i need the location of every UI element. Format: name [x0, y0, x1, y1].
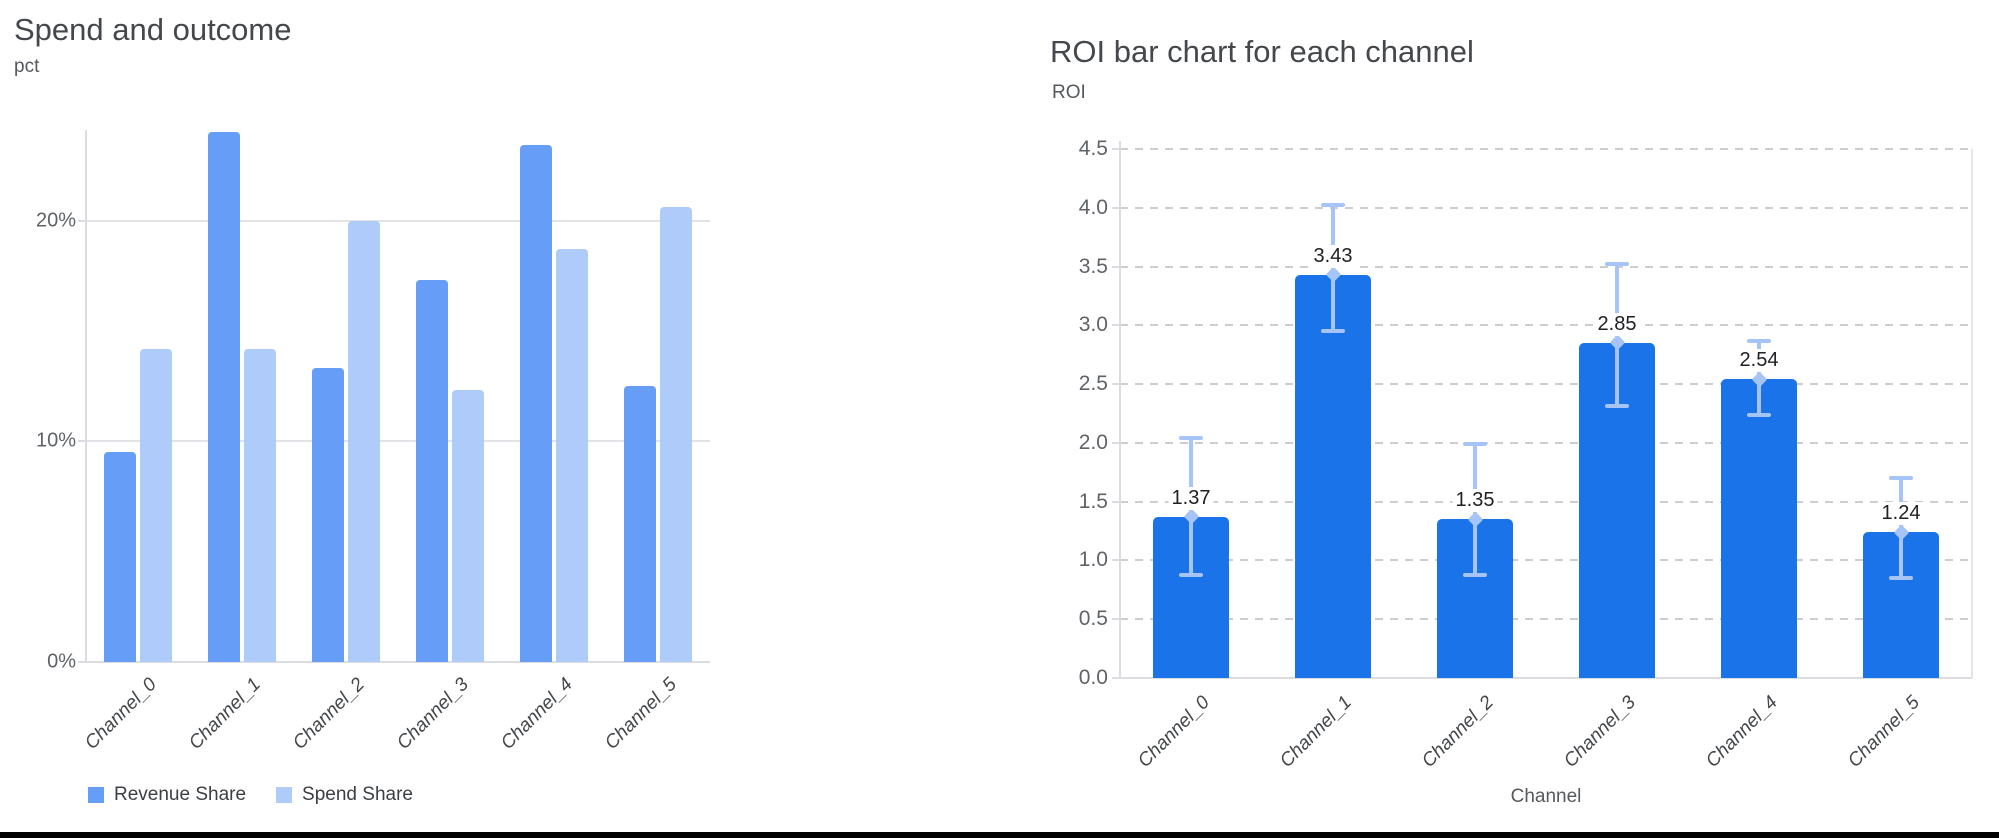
- y-tick-label: 3.5: [1078, 254, 1108, 278]
- legend-label: Revenue Share: [114, 784, 247, 805]
- gridline: [1120, 383, 1972, 386]
- value-label: 1.35: [1452, 489, 1498, 513]
- y-tick-label: 4.0: [1078, 195, 1108, 219]
- x-tick-label: Channel_3: [1560, 692, 1640, 772]
- bar-spend-share-channel_2[interactable]: [348, 220, 380, 662]
- error-bar-top-cap: [1463, 442, 1487, 447]
- gridline: [1120, 500, 1972, 503]
- gridline: [1120, 677, 1972, 679]
- y-tick-mark: [1112, 559, 1120, 562]
- value-label: 2.85: [1594, 312, 1640, 336]
- legend-label: Spend Share: [302, 784, 413, 805]
- gridline: [1120, 618, 1972, 621]
- y-tick-label: 0%: [47, 650, 76, 673]
- value-label: 1.24: [1878, 502, 1924, 526]
- y-tick-label: 1.0: [1078, 548, 1108, 572]
- y-tick-label: 0.0: [1078, 666, 1108, 689]
- legend-swatch: [276, 787, 293, 803]
- roi-chart-title: ROI bar chart for each channel: [1050, 34, 1474, 69]
- y-tick-mark: [78, 219, 86, 222]
- y-tick-mark: [1112, 148, 1120, 150]
- x-tick-label: Channel_5: [1844, 692, 1924, 772]
- roi-x-axis-title: Channel: [1510, 786, 1582, 807]
- gridline: [1120, 559, 1972, 562]
- error-bar-bottom-cap: [1179, 572, 1203, 577]
- bar-spend-share-channel_3[interactable]: [452, 390, 484, 662]
- bar-revenue-share-channel_1[interactable]: [208, 132, 240, 662]
- y-tick-mark: [1112, 383, 1120, 386]
- y-tick-label: 2.0: [1078, 430, 1108, 454]
- gridline: [86, 440, 710, 443]
- value-label: 3.43: [1310, 244, 1356, 268]
- y-tick-mark: [1112, 265, 1120, 268]
- legend-item-revenue-share[interactable]: Revenue Share: [88, 784, 246, 806]
- y-tick-mark: [1112, 324, 1120, 327]
- error-bar-top-cap: [1747, 338, 1771, 343]
- error-bar-bottom-cap: [1463, 572, 1487, 577]
- y-axis-line: [1119, 141, 1121, 678]
- value-label: 1.37: [1168, 486, 1214, 510]
- y-tick-label: 4.5: [1078, 137, 1108, 160]
- error-bar-bottom-cap: [1321, 329, 1345, 334]
- y-axis-line: [85, 130, 87, 662]
- gridline: [1120, 148, 1972, 150]
- gridline: [86, 661, 710, 663]
- spend-outcome-legend: Revenue Share Spend Share: [88, 784, 413, 806]
- value-label: 2.54: [1736, 349, 1782, 373]
- error-bar-bottom-cap: [1747, 412, 1771, 417]
- x-tick-label: Channel_4: [1702, 692, 1782, 772]
- y-tick-mark: [1112, 206, 1120, 209]
- gridline: [86, 219, 710, 222]
- y-tick-label: 2.5: [1078, 372, 1108, 396]
- y-tick-label: 10%: [35, 429, 76, 452]
- bar-roi-channel_1[interactable]: [1295, 274, 1371, 678]
- y-tick-mark: [1112, 677, 1120, 679]
- y-tick-mark: [1112, 441, 1120, 444]
- y-tick-label: 20%: [35, 209, 76, 231]
- bar-roi-channel_4[interactable]: [1721, 379, 1797, 678]
- spend-outcome-y-axis-unit: pct: [14, 56, 40, 77]
- bar-spend-share-channel_0[interactable]: [140, 348, 172, 662]
- y-tick-mark: [1112, 500, 1120, 503]
- spend-outcome-chart-title: Spend and outcome: [14, 12, 292, 47]
- error-bar-top-cap: [1321, 203, 1345, 208]
- y-tick-mark: [78, 661, 86, 663]
- x-tick-label: Channel_1: [1276, 692, 1356, 772]
- gridline: [1120, 441, 1972, 444]
- error-bar-top-cap: [1889, 476, 1913, 481]
- legend-swatch: [88, 787, 104, 803]
- y-tick-mark: [1112, 618, 1120, 621]
- x-tick-label: Channel_0: [1134, 692, 1214, 772]
- bar-spend-share-channel_4[interactable]: [556, 249, 588, 662]
- error-bar-top-cap: [1179, 436, 1203, 441]
- error-bar-bottom-cap: [1889, 576, 1913, 581]
- bar-revenue-share-channel_4[interactable]: [520, 145, 552, 662]
- y-tick-label: 3.0: [1078, 313, 1108, 337]
- roi-y-axis-unit: ROI: [1052, 82, 1086, 103]
- y-tick-label: 1.5: [1078, 489, 1108, 513]
- legend-item-spend-share[interactable]: Spend Share: [276, 784, 413, 806]
- gridline: [1120, 324, 1972, 327]
- error-bar-bottom-cap: [1605, 404, 1629, 409]
- error-bar-top-cap: [1605, 262, 1629, 267]
- bar-revenue-share-channel_3[interactable]: [416, 280, 448, 662]
- plot-right-border: [1971, 149, 1973, 678]
- bar-revenue-share-channel_0[interactable]: [104, 452, 136, 662]
- bar-revenue-share-channel_5[interactable]: [624, 386, 656, 662]
- bar-spend-share-channel_1[interactable]: [244, 348, 276, 662]
- x-tick-label: Channel_2: [1418, 692, 1498, 772]
- y-tick-label: 0.5: [1078, 607, 1108, 631]
- y-tick-mark: [78, 440, 86, 443]
- window-bottom-border: [0, 832, 1999, 838]
- gridline: [1120, 265, 1972, 268]
- gridline: [1120, 206, 1972, 209]
- bar-spend-share-channel_5[interactable]: [660, 207, 692, 662]
- bar-revenue-share-channel_2[interactable]: [312, 368, 344, 662]
